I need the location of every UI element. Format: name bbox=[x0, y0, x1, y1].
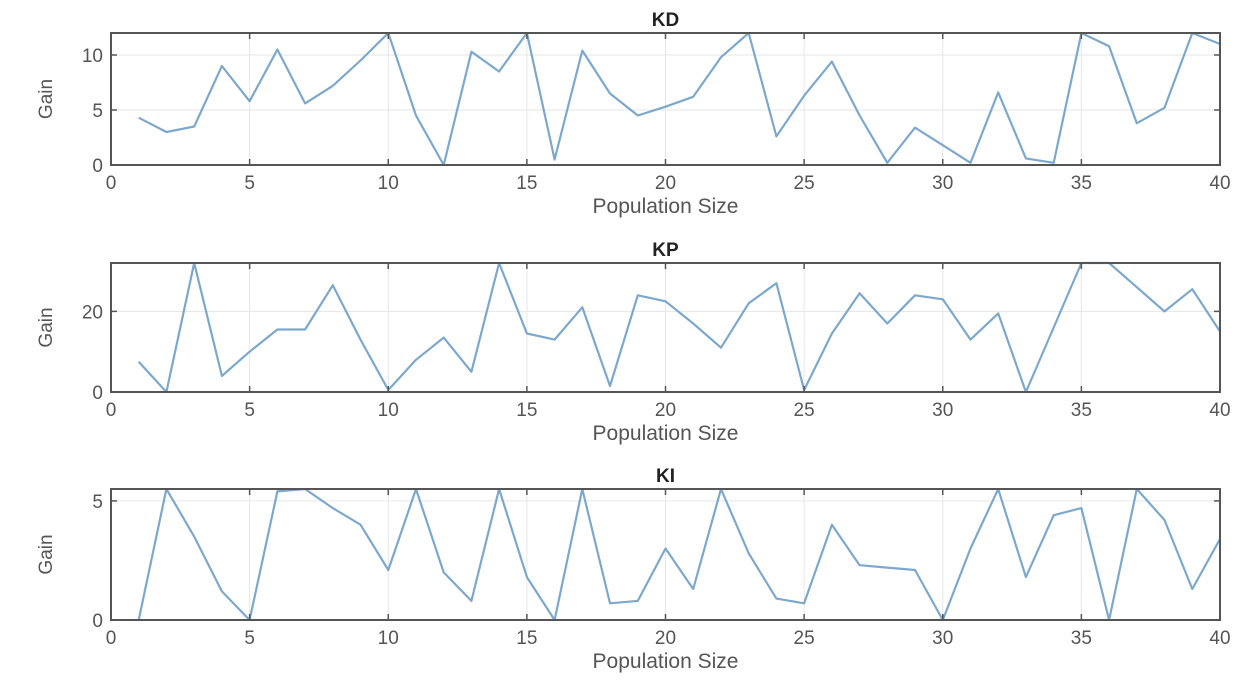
x-tick-label: 25 bbox=[794, 173, 815, 194]
x-tick-label: 5 bbox=[244, 173, 255, 194]
x-tick-label: 30 bbox=[932, 628, 953, 649]
x-tick-label: 40 bbox=[1209, 628, 1230, 649]
y-tick-label: 0 bbox=[92, 383, 103, 404]
y-tick-label: 5 bbox=[92, 101, 103, 122]
x-axis-label: Population Size bbox=[593, 422, 739, 445]
x-tick-label: 0 bbox=[106, 173, 117, 194]
subplot-title: KD bbox=[652, 10, 679, 31]
y-tick-label: 0 bbox=[92, 156, 103, 177]
x-axis-label: Population Size bbox=[593, 195, 739, 218]
x-tick-label: 5 bbox=[244, 400, 255, 421]
data-line-kd bbox=[138, 31, 1221, 167]
x-tick-label: 35 bbox=[1071, 400, 1092, 421]
x-tick-label: 10 bbox=[378, 173, 399, 194]
x-tick-label: 15 bbox=[516, 400, 537, 421]
x-tick-label: 40 bbox=[1209, 173, 1230, 194]
x-tick-label: 15 bbox=[516, 173, 537, 194]
x-axis-label: Population Size bbox=[593, 650, 739, 673]
subplot-kp: 0 5 10 15 20 25 30 35 40 0 20 KP Population Size Gain bbox=[36, 240, 1231, 445]
x-tick-label: 20 bbox=[655, 400, 676, 421]
x-tick-label: 30 bbox=[932, 400, 953, 421]
y-axis-label: Gain bbox=[36, 307, 57, 347]
x-tick-label: 35 bbox=[1071, 173, 1092, 194]
y-axis-label: Gain bbox=[36, 79, 57, 119]
subplot-title: KI bbox=[656, 466, 675, 487]
x-tick-label: 30 bbox=[932, 173, 953, 194]
subplot-kd: 0 5 10 15 20 25 30 35 40 0 5 10 KD Population Size Gai… bbox=[36, 10, 1231, 218]
x-tick-label: 20 bbox=[655, 173, 676, 194]
x-tick-label: 35 bbox=[1071, 628, 1092, 649]
x-tick-label: 25 bbox=[794, 400, 815, 421]
y-tick-label: 20 bbox=[82, 302, 103, 323]
y-axis-label: Gain bbox=[36, 534, 57, 574]
y-tick-label: 0 bbox=[92, 611, 103, 632]
x-tick-label: 5 bbox=[244, 628, 255, 649]
subplot-ki: 0 5 10 15 20 25 30 35 40 0 5 KI Population Size Gain bbox=[36, 466, 1231, 673]
x-tick-label: 0 bbox=[106, 628, 117, 649]
x-tick-label: 10 bbox=[378, 628, 399, 649]
x-tick-label: 40 bbox=[1209, 400, 1230, 421]
x-tick-label: 15 bbox=[516, 628, 537, 649]
subplot-title: KP bbox=[652, 240, 679, 261]
x-tick-label: 0 bbox=[106, 400, 117, 421]
x-tick-label: 25 bbox=[794, 628, 815, 649]
data-line-ki bbox=[137, 487, 1221, 622]
data-line-kp bbox=[137, 261, 1221, 394]
y-tick-label: 10 bbox=[82, 46, 103, 67]
x-tick-label: 10 bbox=[378, 400, 399, 421]
x-tick-label: 20 bbox=[655, 628, 676, 649]
y-tick-label: 5 bbox=[92, 492, 103, 513]
